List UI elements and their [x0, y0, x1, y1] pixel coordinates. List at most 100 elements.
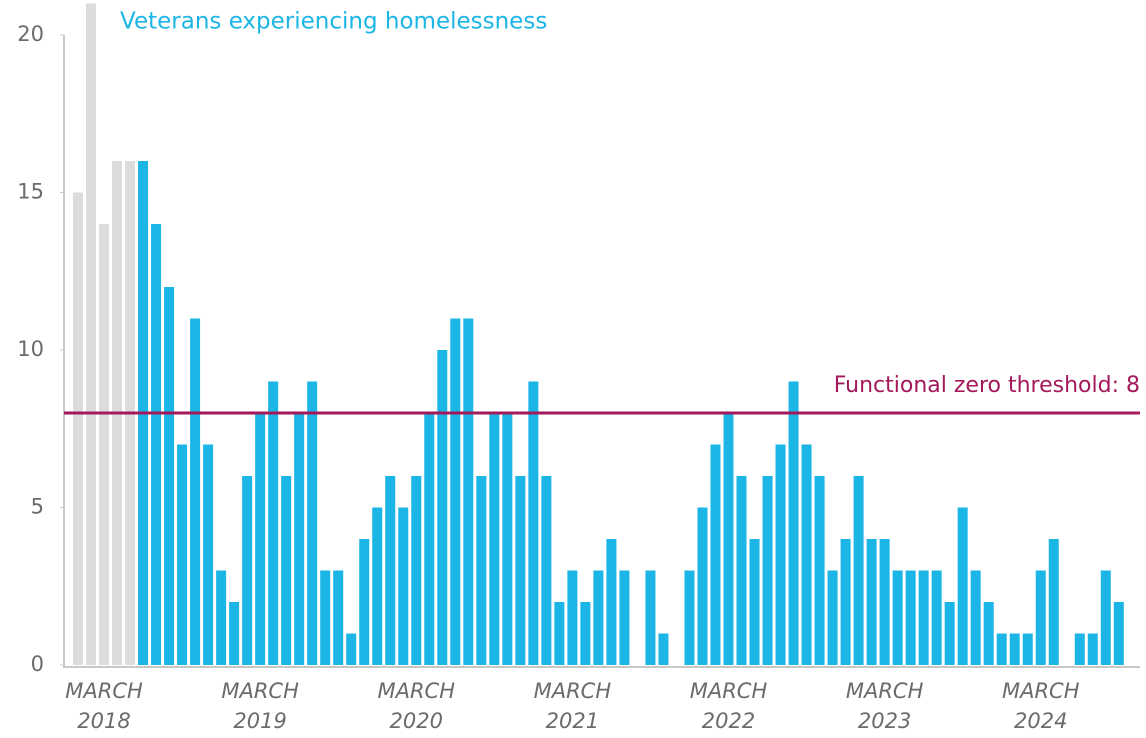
bar: [840, 539, 851, 665]
bar: [476, 476, 487, 665]
x-tick-label-line: 2019: [233, 709, 286, 733]
bar: [723, 413, 734, 665]
bar: [658, 633, 669, 665]
bar: [255, 413, 266, 665]
x-tick-label-line: MARCH: [221, 679, 299, 703]
bar: [931, 570, 942, 665]
bar: [957, 507, 968, 665]
x-tick-label: MARCH 2018: [65, 679, 143, 733]
bar: [73, 192, 83, 665]
x-tick-label: MARCH 2024: [1002, 679, 1080, 733]
chart-title: Veterans experiencing homelessness: [120, 9, 547, 35]
bar: [1100, 570, 1111, 665]
bar: [554, 602, 565, 665]
bar: [164, 287, 175, 665]
x-tick-label: MARCH 2023: [846, 679, 924, 733]
bar: [775, 444, 786, 665]
y-tick-label: 5: [31, 495, 44, 519]
x-tick-label-line: 2022: [702, 709, 755, 733]
y-tick-label: 0: [31, 652, 44, 676]
bar: [905, 570, 916, 665]
bar: [892, 570, 903, 665]
bar: [853, 476, 864, 665]
bar: [970, 570, 981, 665]
x-tick-label-line: MARCH: [377, 679, 455, 703]
bar: [866, 539, 877, 665]
threshold-label: Functional zero threshold: 8: [834, 373, 1140, 398]
bar: [879, 539, 890, 665]
x-tick-label-line: 2021: [546, 709, 599, 733]
bar: [593, 570, 604, 665]
bar: [983, 602, 994, 665]
x-tick-label: MARCH 2019: [221, 679, 299, 733]
bar: [1074, 633, 1085, 665]
x-tick-label: MARCH 2020: [377, 679, 455, 733]
bar: [463, 318, 474, 665]
bar: [645, 570, 656, 665]
x-tick-label: MARCH 2021: [534, 679, 612, 733]
bar: [710, 444, 721, 665]
x-tick-label-line: MARCH: [846, 679, 924, 703]
bar: [788, 381, 799, 665]
bar: [502, 413, 513, 665]
bar: [827, 570, 838, 665]
bar: [437, 350, 448, 665]
x-tick-label: MARCH 2022: [690, 679, 768, 733]
x-tick-label-line: 2020: [390, 709, 443, 733]
y-tick-label: 10: [17, 337, 44, 361]
x-tick-label-line: 2024: [1014, 709, 1067, 733]
bar: [411, 476, 422, 665]
bar: [281, 476, 292, 665]
bar: [1022, 633, 1033, 665]
bar: [1113, 602, 1124, 665]
bar: [580, 602, 591, 665]
bar: [1087, 633, 1098, 665]
x-tick-label-line: 2018: [77, 709, 130, 733]
bar: [86, 3, 97, 665]
bar: [151, 224, 162, 665]
x-tick-label-line: 2023: [858, 709, 911, 733]
bar: [515, 476, 526, 665]
y-tick-label: 15: [17, 180, 44, 204]
bar: [203, 444, 214, 665]
bar: [528, 381, 539, 665]
bar: [424, 413, 435, 665]
bar: [684, 570, 695, 665]
bar: [762, 476, 773, 665]
y-tick-label: 20: [17, 22, 44, 46]
bar: [801, 444, 812, 665]
bar: [216, 570, 227, 665]
bar: [229, 602, 240, 665]
bar: [294, 413, 305, 665]
bar: [359, 539, 370, 665]
bar: [944, 602, 955, 665]
bar: [190, 318, 201, 665]
bar: [242, 476, 253, 665]
x-tick-label-line: MARCH: [1002, 679, 1080, 703]
bar: [619, 570, 630, 665]
bar: [697, 507, 708, 665]
bar: [268, 381, 279, 665]
bar: [814, 476, 825, 665]
bar: [320, 570, 331, 665]
x-tick-label-line: MARCH: [534, 679, 612, 703]
x-tick-label-line: MARCH: [65, 679, 143, 703]
bar: [1048, 539, 1059, 665]
bar: [1035, 570, 1046, 665]
bar: [489, 413, 500, 665]
bar: [450, 318, 461, 665]
bar: [918, 570, 929, 665]
bar: [307, 381, 318, 665]
bar: [749, 539, 760, 665]
x-tick-label-line: MARCH: [690, 679, 768, 703]
bar: [99, 224, 110, 665]
bar: [736, 476, 747, 665]
bar: [177, 444, 188, 665]
bar: [996, 633, 1007, 665]
bar: [1009, 633, 1020, 665]
bar: [541, 476, 552, 665]
bar: [385, 476, 396, 665]
bar: [398, 507, 409, 665]
bar: [333, 570, 344, 665]
